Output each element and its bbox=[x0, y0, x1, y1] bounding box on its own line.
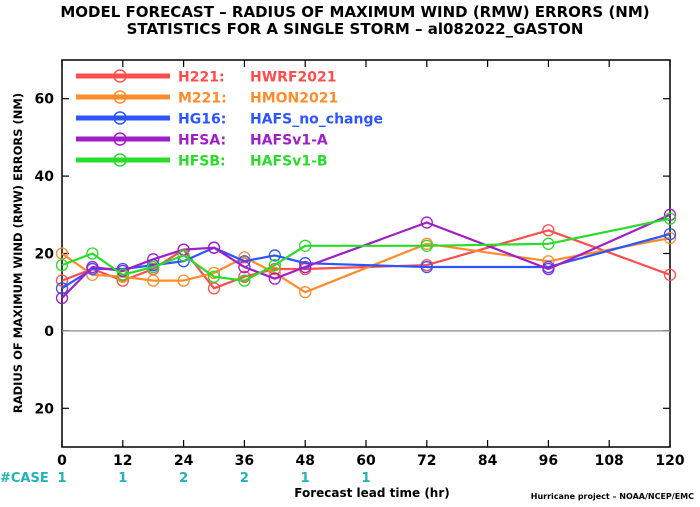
data-point bbox=[268, 272, 281, 285]
data-point bbox=[238, 274, 251, 287]
y-axis-label: RADIUS OF MAXIMUM WIND (RMW) ERRORS (NM) bbox=[11, 93, 25, 413]
data-point bbox=[177, 249, 190, 262]
data-point bbox=[116, 268, 129, 281]
data-point bbox=[663, 212, 677, 225]
legend-item: HFSB: HAFSv1-B bbox=[76, 153, 328, 170]
axes: 0 12 24 36 48 60 72 84 96 108 120 20 0 20 40 60 bbox=[35, 60, 685, 469]
chart-subtitle: STATISTICS FOR A SINGLE STORM – al082022… bbox=[127, 20, 584, 38]
x-tick-label: 48 bbox=[295, 453, 314, 469]
x-tick-label: 36 bbox=[235, 453, 254, 469]
legend-label: HMON2021 bbox=[250, 91, 338, 107]
y-tick-label: 40 bbox=[35, 169, 55, 185]
data-point bbox=[55, 291, 69, 305]
data-point bbox=[147, 253, 160, 266]
series-hafsv1-a bbox=[55, 208, 677, 305]
x-tick-label: 60 bbox=[356, 453, 376, 469]
data-point bbox=[207, 270, 221, 283]
legend-code: M221: bbox=[178, 91, 227, 107]
legend-marker bbox=[113, 69, 127, 83]
x-tick-label: 0 bbox=[57, 453, 67, 469]
data-point bbox=[55, 258, 69, 272]
legend-code: HFSB: bbox=[178, 154, 226, 170]
data-point bbox=[299, 260, 312, 274]
case-count: 2 bbox=[179, 471, 188, 486]
series-layer bbox=[55, 208, 677, 305]
x-tick-label: 84 bbox=[478, 453, 498, 469]
data-point bbox=[663, 208, 677, 221]
y-tick-label: 20 bbox=[35, 401, 55, 417]
x-tick-label: 72 bbox=[417, 453, 436, 469]
legend-item: H221: HWRF2021 bbox=[76, 69, 336, 86]
data-point bbox=[86, 247, 99, 260]
case-count: 1 bbox=[301, 471, 310, 486]
data-point bbox=[663, 231, 677, 245]
data-point bbox=[542, 224, 555, 237]
data-point bbox=[86, 260, 99, 274]
data-point bbox=[663, 227, 677, 241]
x-tick-label: 108 bbox=[595, 453, 624, 469]
legend-marker bbox=[113, 111, 127, 125]
data-point bbox=[542, 237, 555, 250]
legend: H221: HWRF2021 M221: HMON2021 HG16: HAFS_no_c… bbox=[76, 69, 383, 170]
case-count: 2 bbox=[240, 471, 249, 486]
legend-label: HAFSv1-B bbox=[250, 154, 328, 170]
data-point bbox=[238, 251, 251, 264]
legend-label: HWRF2021 bbox=[250, 70, 336, 86]
case-counts: 1 1 2 2 1 1 bbox=[57, 471, 370, 486]
case-count: 1 bbox=[361, 471, 370, 486]
case-count: 1 bbox=[57, 471, 66, 486]
legend-marker bbox=[113, 132, 127, 146]
x-tick-label: 96 bbox=[539, 453, 558, 469]
y-tick-label: 20 bbox=[35, 247, 55, 263]
data-point bbox=[207, 241, 221, 254]
series-hafsv1-b bbox=[55, 212, 677, 287]
x-tick-label: 12 bbox=[113, 453, 132, 469]
data-point bbox=[55, 274, 69, 287]
legend-item: M221: HMON2021 bbox=[76, 90, 338, 107]
case-count: 1 bbox=[118, 471, 127, 486]
data-point bbox=[299, 286, 312, 299]
legend-item: HFSA: HAFSv1-A bbox=[76, 132, 328, 149]
legend-marker bbox=[113, 153, 127, 167]
data-point bbox=[268, 258, 281, 272]
y-tick-label: 60 bbox=[35, 92, 55, 108]
data-point bbox=[55, 282, 69, 295]
data-point bbox=[177, 274, 190, 287]
data-point bbox=[542, 262, 555, 276]
data-point bbox=[268, 249, 281, 262]
data-point bbox=[147, 260, 160, 274]
chart-title: MODEL FORECAST – RADIUS OF MAXIMUM WIND … bbox=[60, 3, 649, 21]
series-hwrf2021 bbox=[55, 224, 677, 295]
x-tick-label: 120 bbox=[655, 453, 684, 469]
legend-label: HAFSv1-A bbox=[250, 133, 328, 149]
case-label: #CASE bbox=[0, 471, 49, 486]
y-tick-label: 0 bbox=[44, 324, 54, 340]
legend-code: H221: bbox=[178, 70, 225, 86]
data-point bbox=[238, 260, 251, 274]
legend-marker bbox=[113, 90, 127, 104]
data-point bbox=[147, 274, 160, 287]
x-axis-label: Forecast lead time (hr) bbox=[294, 486, 450, 500]
data-point bbox=[420, 239, 433, 252]
credit-text: Hurricane project – NOAA/NCEP/EMC bbox=[531, 492, 694, 501]
legend-item: HG16: HAFS_no_change bbox=[76, 111, 383, 128]
data-point bbox=[663, 268, 677, 281]
data-point bbox=[420, 260, 433, 274]
data-point bbox=[299, 257, 312, 270]
data-point bbox=[299, 239, 312, 252]
x-tick-label: 24 bbox=[174, 453, 194, 469]
legend-code: HFSA: bbox=[178, 133, 226, 149]
data-point bbox=[420, 216, 433, 229]
legend-code: HG16: bbox=[178, 112, 226, 128]
series-line bbox=[61, 217, 671, 282]
legend-label: HAFS_no_change bbox=[250, 112, 383, 128]
